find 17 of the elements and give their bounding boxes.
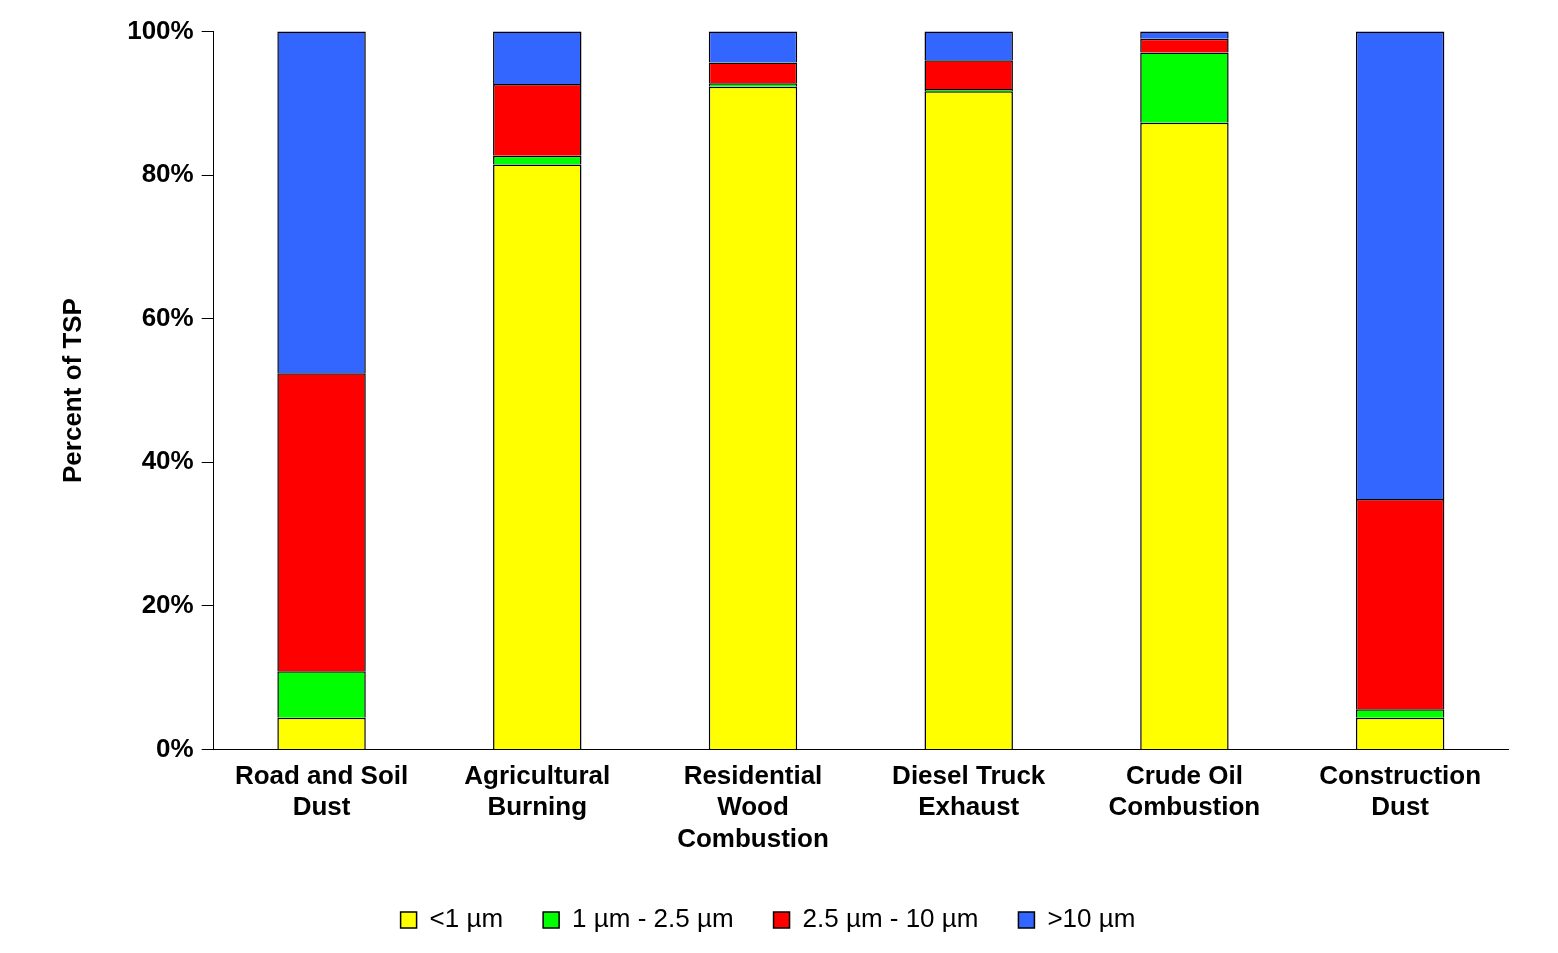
legend-label: 2.5 µm - 10 µm xyxy=(802,903,979,934)
y-tick-label: 20% xyxy=(141,589,194,620)
legend-label: <1 µm xyxy=(429,903,504,934)
y-tick-label: 0% xyxy=(156,732,194,763)
legend-label: 1 µm - 2.5 µm xyxy=(572,903,734,934)
y-tick-label: 100% xyxy=(127,14,194,45)
x-tick-label: Road and Soil Dust xyxy=(234,760,409,822)
legend-label: >10 µm xyxy=(1047,903,1136,934)
y-tick-label: 40% xyxy=(141,445,194,476)
x-tick-label: Construction Dust xyxy=(1319,760,1482,822)
x-tick-label: Crude Oil Combustion xyxy=(1108,760,1261,822)
x-tick-label: Agricultural Burning xyxy=(464,760,611,822)
y-tick-label: 80% xyxy=(141,158,194,189)
y-axis-title: Percent of TSP xyxy=(56,298,87,483)
x-tick-label: Residential Wood Combustion xyxy=(677,760,829,853)
x-tick-label: Diesel Truck Exhaust xyxy=(892,760,1046,822)
y-tick-label: 60% xyxy=(141,301,194,332)
